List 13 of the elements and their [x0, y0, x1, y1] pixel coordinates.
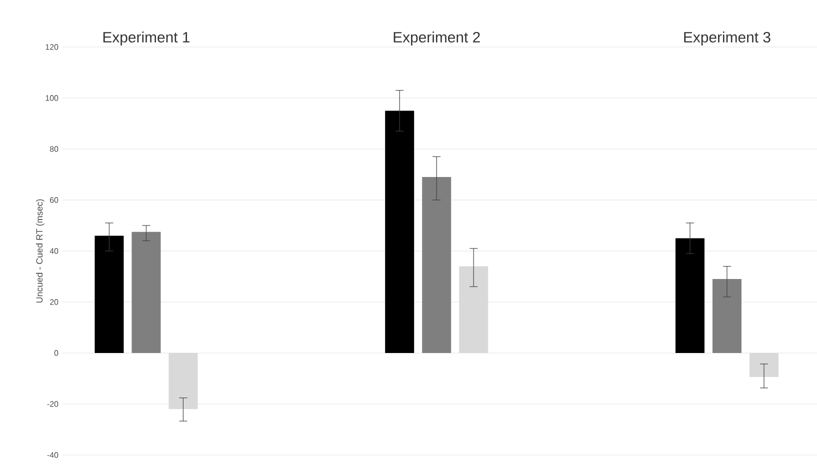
x-tick-label: Experiment 1	[103, 32, 190, 46]
bar	[675, 238, 704, 353]
bar	[385, 110, 414, 353]
bar	[422, 177, 452, 353]
bar	[132, 232, 161, 353]
x-tick-label: Experiment 2	[394, 32, 480, 46]
bar	[712, 279, 742, 353]
x-tick-label: Experiment 3	[684, 32, 770, 46]
bar	[749, 353, 778, 377]
y-axis-title: Uncued - Cued RT (msec)	[36, 199, 44, 303]
bar	[459, 266, 488, 353]
bar	[94, 236, 124, 353]
bar	[168, 353, 198, 410]
